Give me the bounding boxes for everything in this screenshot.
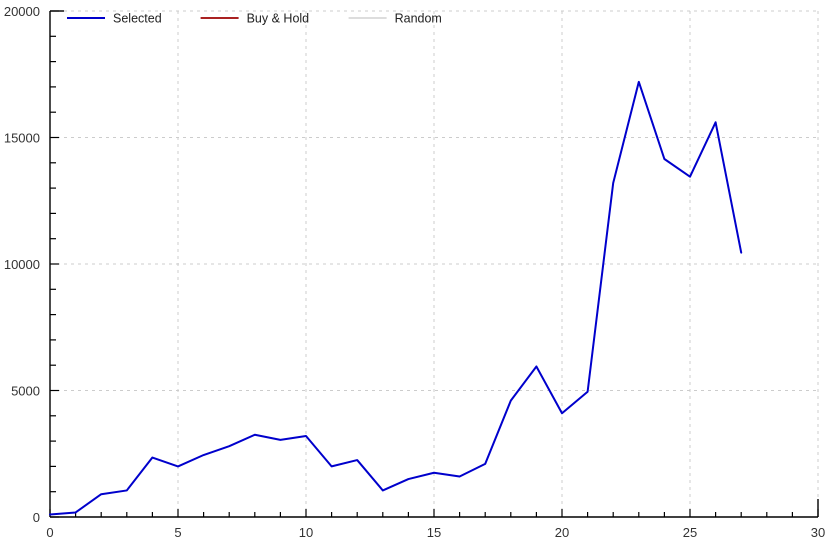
y-tick-label: 15000 — [4, 131, 40, 146]
legend-label-1: Buy & Hold — [247, 12, 310, 26]
x-tick-label: 0 — [46, 525, 53, 540]
y-tick-label: 20000 — [4, 4, 40, 19]
x-tick-label: 15 — [427, 525, 441, 540]
x-tick-label: 25 — [683, 525, 697, 540]
series-line-selected — [49, 80, 743, 516]
x-axis-ticks: 0 5 10 15 20 25 30 — [46, 509, 825, 540]
grid-lines — [50, 10, 819, 517]
data-series-group — [49, 80, 743, 516]
y-tick-label: 0 — [33, 510, 40, 525]
x-tick-label: 30 — [811, 525, 825, 540]
y-axis-ticks: 0 5000 10000 15000 20000 — [4, 4, 59, 525]
y-tick-label: 10000 — [4, 257, 40, 272]
legend-label-0: Selected — [113, 12, 162, 26]
x-tick-label: 10 — [299, 525, 313, 540]
x-tick-label: 5 — [174, 525, 181, 540]
y-tick-label: 5000 — [11, 384, 40, 399]
legend: Selected Buy & Hold Random — [67, 12, 442, 26]
legend-label-2: Random — [395, 12, 442, 26]
x-tick-label: 20 — [555, 525, 569, 540]
